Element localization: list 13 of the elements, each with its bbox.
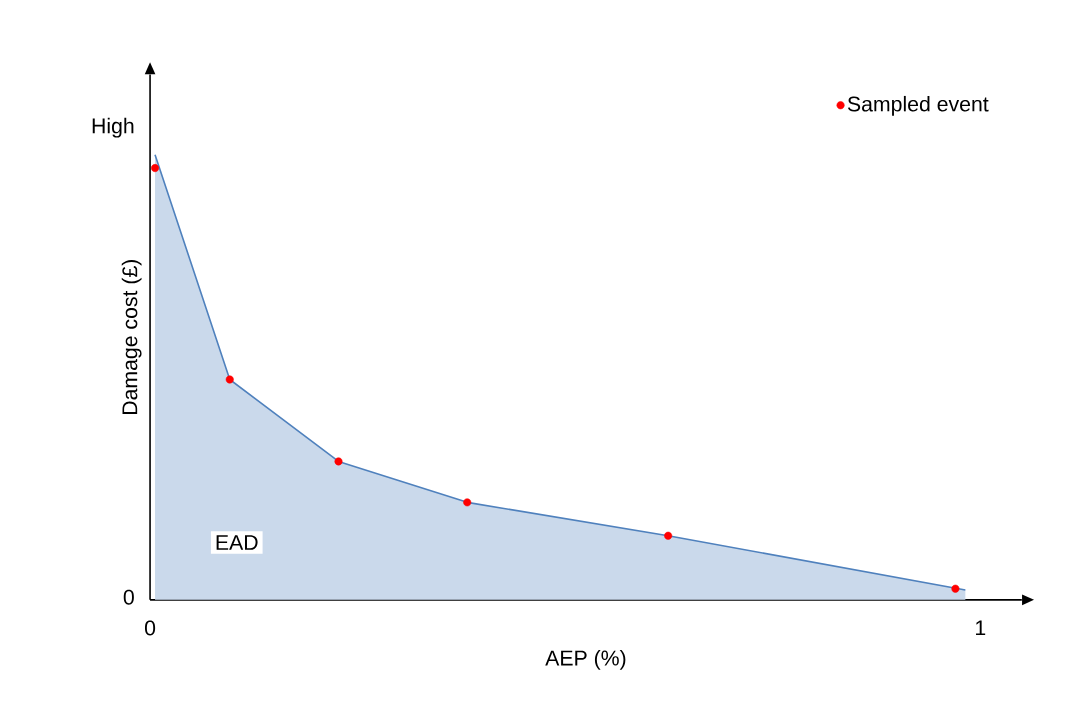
text: High — [92, 117, 134, 138]
x-axis-title: AEP (%) — [545, 650, 626, 670]
legend-label: Sampled event — [847, 95, 989, 116]
point — [334, 457, 343, 466]
text: 0 — [123, 589, 134, 605]
x-tick-label: 1 — [976, 620, 986, 636]
point — [225, 375, 234, 384]
annotation: EAD — [216, 535, 258, 550]
point — [951, 584, 960, 593]
point — [463, 498, 472, 507]
point — [664, 531, 673, 540]
point — [151, 164, 160, 173]
y-axis-title: Damage cost (£) — [121, 260, 142, 415]
